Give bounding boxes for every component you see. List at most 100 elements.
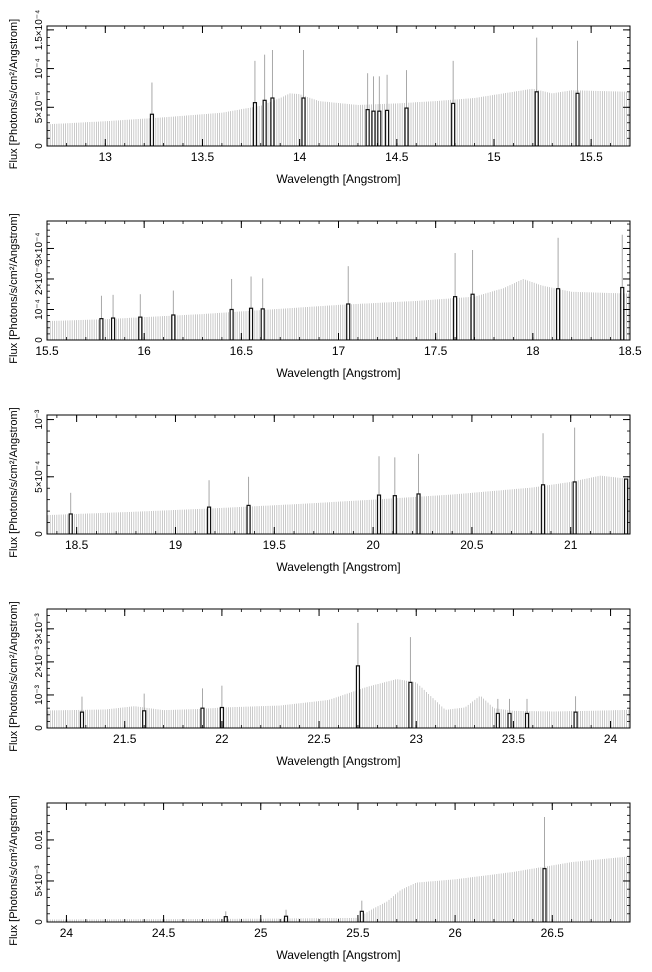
line-box <box>623 478 629 534</box>
line-box <box>229 308 234 340</box>
chart-panel-3: 18.5 19 19.5 20 20.5 21 5×10⁻⁴ 10⁻³ 0 Wavelength … <box>8 407 631 574</box>
y-tick-label: 5×10⁻³ <box>34 865 45 897</box>
line-box <box>371 110 376 146</box>
line-box <box>376 494 382 534</box>
x-tick-label: 22 <box>215 732 229 746</box>
x-tick-label: 17.5 <box>424 344 448 358</box>
continuum-series <box>47 856 630 922</box>
line-box <box>495 712 500 728</box>
line-box <box>246 504 251 534</box>
line-box <box>262 99 267 146</box>
x-tick-label: 26.5 <box>541 926 565 940</box>
y-axis-title: Flux [Photons/s/cm²/Angstrom] <box>8 19 20 169</box>
x-tick-label: 13.5 <box>191 150 215 164</box>
line-box <box>359 910 364 922</box>
y-tick-label: 5×10⁻⁵ <box>34 91 45 123</box>
line-box <box>408 681 413 728</box>
y-axis-title: Flux [Photons/s/cm²/Angstrom] <box>8 407 20 557</box>
x-tick-label: 15.5 <box>35 344 59 358</box>
line-box <box>68 513 73 534</box>
line-box <box>540 484 546 534</box>
line-box <box>573 711 578 728</box>
line-box <box>260 308 265 340</box>
x-tick-label: 16.5 <box>230 344 254 358</box>
line-box <box>252 102 258 146</box>
line-box <box>110 317 116 340</box>
chart-panel-5: 24 24.5 25 25.5 26 26.5 5×10⁻³ 0.01 0 Wavelength … <box>8 795 631 962</box>
x-tick-label: 18.5 <box>65 538 89 552</box>
y-tick-label: 10⁻⁴ <box>34 58 45 79</box>
y-zero-label: 0 <box>34 919 45 925</box>
line-box <box>99 318 104 340</box>
line-box <box>301 97 306 146</box>
continuum-series <box>47 88 630 146</box>
line-box <box>283 915 289 922</box>
x-tick-label: 25 <box>254 926 268 940</box>
chart-panel-4: 21.5 22 22.5 23 23.5 24 10⁻³ 2×10⁻³3×10⁻³ 0 Wavel… <box>8 601 631 768</box>
x-tick-label: 15 <box>487 150 501 164</box>
y-tick-label: 2×10⁻⁴ <box>34 263 45 295</box>
x-axis-title: Wavelength [Angstrom] <box>276 948 400 962</box>
x-tick-label: 24 <box>604 732 618 746</box>
plot-area <box>47 622 630 728</box>
x-tick-label: 20 <box>366 538 380 552</box>
y-tick-label: 1.5×10⁻⁴ <box>34 10 45 50</box>
x-tick-label: 18.5 <box>618 344 642 358</box>
y-tick-label: 2×10⁻³ <box>34 646 45 678</box>
line-box <box>149 113 155 146</box>
y-zero-label: 0 <box>34 725 45 731</box>
plot-frame <box>46 414 631 535</box>
line-box <box>377 110 382 146</box>
x-tick-label: 13 <box>99 150 113 164</box>
plot-area <box>47 37 630 146</box>
line-box <box>384 109 390 146</box>
y-axis-title: Flux [Photons/s/cm²/Angstrom] <box>8 795 20 945</box>
line-box <box>453 296 458 340</box>
x-tick-label: 21 <box>564 538 578 552</box>
chart-panel-2: 15.5 16 16.5 17 17.5 18 18.5 10⁻⁴ 2×10⁻⁴3×10⁻⁴ 0 W… <box>8 213 642 380</box>
x-axis-title: Wavelength [Angstrom] <box>276 754 400 768</box>
y-tick-label: 3×10⁻⁴ <box>34 232 45 264</box>
line-box <box>534 91 539 146</box>
y-tick-label: 5×10⁻⁴ <box>34 461 45 493</box>
line-box <box>248 307 254 340</box>
x-tick-label: 24.5 <box>152 926 176 940</box>
line-box <box>223 916 228 922</box>
x-tick-label: 18 <box>526 344 540 358</box>
chart-panel-1: 13 13.5 14 14.5 15 15.5 5×10⁻⁵ 10⁻⁴ 1.5×10⁻⁴ 0 Wav… <box>8 10 631 186</box>
line-box <box>355 665 361 728</box>
line-box <box>507 712 512 728</box>
x-axis-title: Wavelength [Angstrom] <box>276 560 400 574</box>
x-tick-label: 14 <box>293 150 307 164</box>
line-box <box>206 506 212 534</box>
line-box <box>416 493 421 534</box>
continuum-series <box>47 475 630 534</box>
x-tick-label: 24 <box>60 926 74 940</box>
x-tick-label: 15.5 <box>579 150 603 164</box>
line-box <box>542 868 547 922</box>
line-box <box>346 303 351 340</box>
x-axis-title: Wavelength [Angstrom] <box>276 172 400 186</box>
x-tick-label: 14.5 <box>385 150 409 164</box>
x-tick-label: 26 <box>448 926 462 940</box>
line-box <box>138 316 143 340</box>
x-tick-label: 16 <box>137 344 151 358</box>
line-box <box>620 286 625 340</box>
line-box <box>365 109 370 146</box>
y-axis-title: Flux [Photons/s/cm²/Angstrom] <box>8 213 20 363</box>
plot-area <box>47 816 630 922</box>
x-tick-label: 25.5 <box>346 926 370 940</box>
continuum-series <box>47 679 630 728</box>
x-tick-label: 17 <box>332 344 346 358</box>
plot-area <box>47 427 630 534</box>
y-zero-label: 0 <box>34 143 45 149</box>
x-tick-label: 23.5 <box>502 732 526 746</box>
x-tick-label: 21.5 <box>113 732 137 746</box>
y-zero-label: 0 <box>34 531 45 537</box>
x-tick-label: 20.5 <box>460 538 484 552</box>
plot-area <box>47 234 630 340</box>
y-zero-label: 0 <box>34 337 45 343</box>
continuum-series <box>47 279 630 340</box>
line-box <box>171 314 176 340</box>
